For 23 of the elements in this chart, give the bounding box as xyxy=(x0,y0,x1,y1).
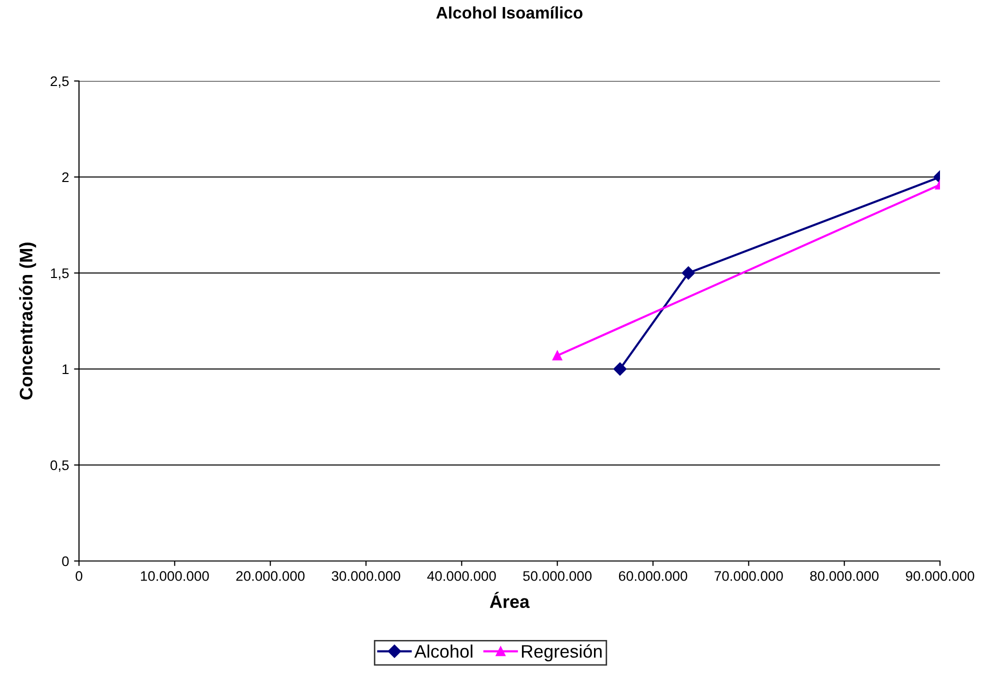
x-axis-title: Área xyxy=(490,592,530,608)
x-tick-label: 50.000.000 xyxy=(523,571,592,581)
x-tick-label: 10.000.000 xyxy=(140,571,209,581)
y-tick-label: 0 xyxy=(62,556,69,566)
x-tick-label: 20.000.000 xyxy=(236,571,305,581)
x-tick-label: 30.000.000 xyxy=(332,571,400,581)
point xyxy=(613,362,627,376)
x-tick-label: 70.000.000 xyxy=(714,571,783,581)
chart-title: Alcohol Isoamílico xyxy=(436,6,582,19)
x-tick-label: 40.000.000 xyxy=(427,571,496,581)
x-tick-label: 60.000.000 xyxy=(618,571,688,581)
y-tick-label: 2,5 xyxy=(50,76,69,88)
y-tick-label: 1 xyxy=(62,364,69,374)
x-tick-label: 90.000.000 xyxy=(906,571,974,581)
y-tick-label: 0,5 xyxy=(50,460,69,472)
x-tick-label: 0 xyxy=(76,571,82,581)
legend-label: Alcohol xyxy=(414,644,472,658)
point xyxy=(682,266,695,280)
y-tick-label: 2 xyxy=(62,172,69,182)
y-axis-title: Concentración (M) xyxy=(19,242,36,400)
legend-label: Regresión xyxy=(522,644,602,662)
y-tick-label: 1,5 xyxy=(51,268,69,280)
x-tick-label: 80.000.000 xyxy=(810,571,879,581)
